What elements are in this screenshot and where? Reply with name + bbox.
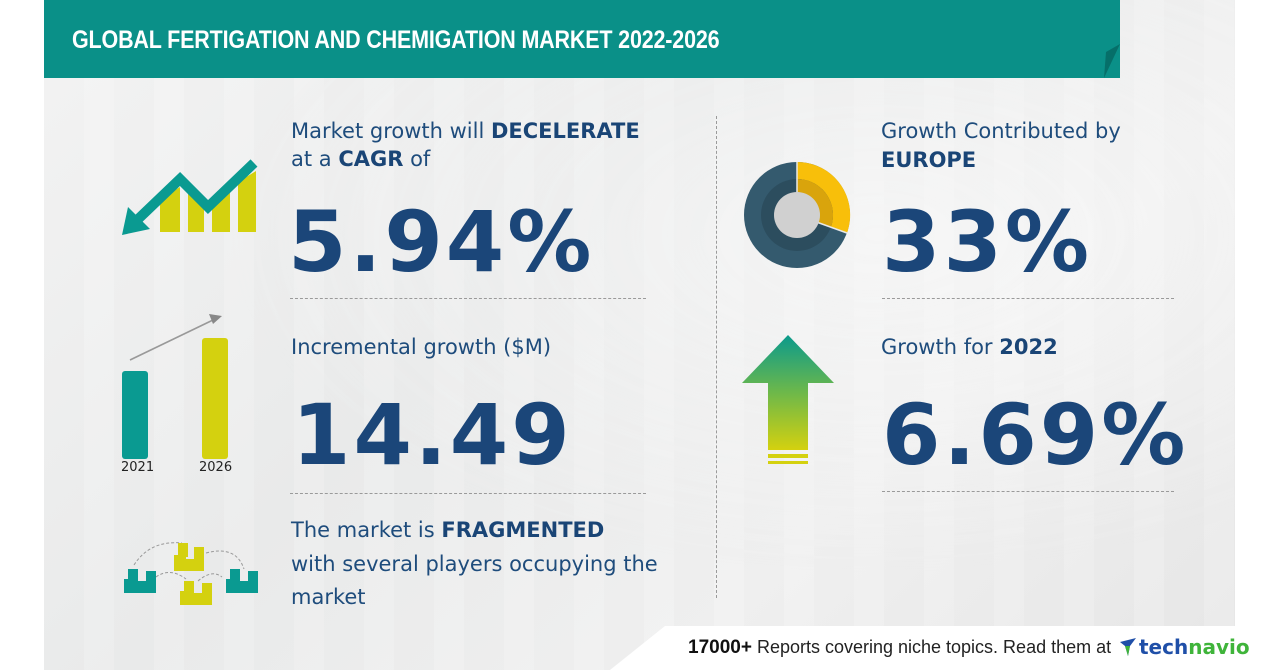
incremental-value: 14.49 <box>292 386 573 484</box>
region-name-text: EUROPE <box>881 148 977 172</box>
technavio-logo[interactable]: tech navio <box>1120 634 1250 660</box>
technavio-flag-icon <box>1120 638 1136 656</box>
buildings-network-icon <box>124 542 258 605</box>
region-name: EUROPE <box>881 146 976 174</box>
divider-line <box>882 491 1174 492</box>
infographic-background <box>44 0 1235 670</box>
yoy-year: 2022 <box>999 335 1058 359</box>
cagr-label-text: Market growth will <box>291 119 491 143</box>
fragmented-line2: with several players occupying the <box>291 552 658 576</box>
report-count: 17000+ <box>688 637 752 658</box>
region-value: 33% <box>882 193 1093 291</box>
divider-line <box>290 298 646 299</box>
header-banner <box>44 0 1120 78</box>
cagr-trend-word: DECELERATE <box>490 119 640 143</box>
bar-growth-icon <box>122 314 228 459</box>
yoy-label-text: Growth for <box>881 335 1000 359</box>
cagr-label-text: at a <box>291 147 339 171</box>
cagr-value: 5.94% <box>288 193 595 291</box>
yoy-value: 6.69% <box>882 386 1189 484</box>
declining-trend-icon <box>122 159 258 235</box>
footer-description: Reports covering niche topics. Read them… <box>751 637 1112 657</box>
vertical-divider <box>716 116 717 598</box>
incremental-label: Incremental growth ($M) <box>291 335 552 359</box>
fragmented-label-text: The market is <box>291 518 442 542</box>
up-arrow-icon <box>742 335 834 464</box>
header-fold-decoration <box>1104 0 1120 78</box>
divider-line <box>882 298 1174 299</box>
footer-text: 17000+ Reports covering niche topics. Re… <box>688 637 1111 659</box>
fragmented-line3: market <box>291 585 366 609</box>
fragmented-line1: The market is FRAGMENTED <box>291 516 604 544</box>
bar-label-2026: 2026 <box>199 460 233 475</box>
bar-label-2021: 2021 <box>121 460 155 475</box>
cagr-label-suffix: of <box>403 147 431 171</box>
brand-tech: tech <box>1139 635 1189 659</box>
page-title: GLOBAL FERTIGATION AND CHEMIGATION MARKE… <box>72 26 720 54</box>
cagr-word: CAGR <box>338 147 404 171</box>
divider-line <box>290 493 646 494</box>
footer-panel <box>610 626 1279 670</box>
brand-navio: navio <box>1188 635 1250 659</box>
donut-chart-icon <box>744 161 851 268</box>
fragmented-word: FRAGMENTED <box>441 518 605 542</box>
cagr-label-line2: at a CAGR of <box>291 145 430 173</box>
background-texture <box>44 0 1235 670</box>
cagr-label: Market growth will DECELERATE <box>291 117 640 145</box>
yoy-label: Growth for 2022 <box>881 333 1058 361</box>
region-label: Growth Contributed by <box>881 119 1121 143</box>
